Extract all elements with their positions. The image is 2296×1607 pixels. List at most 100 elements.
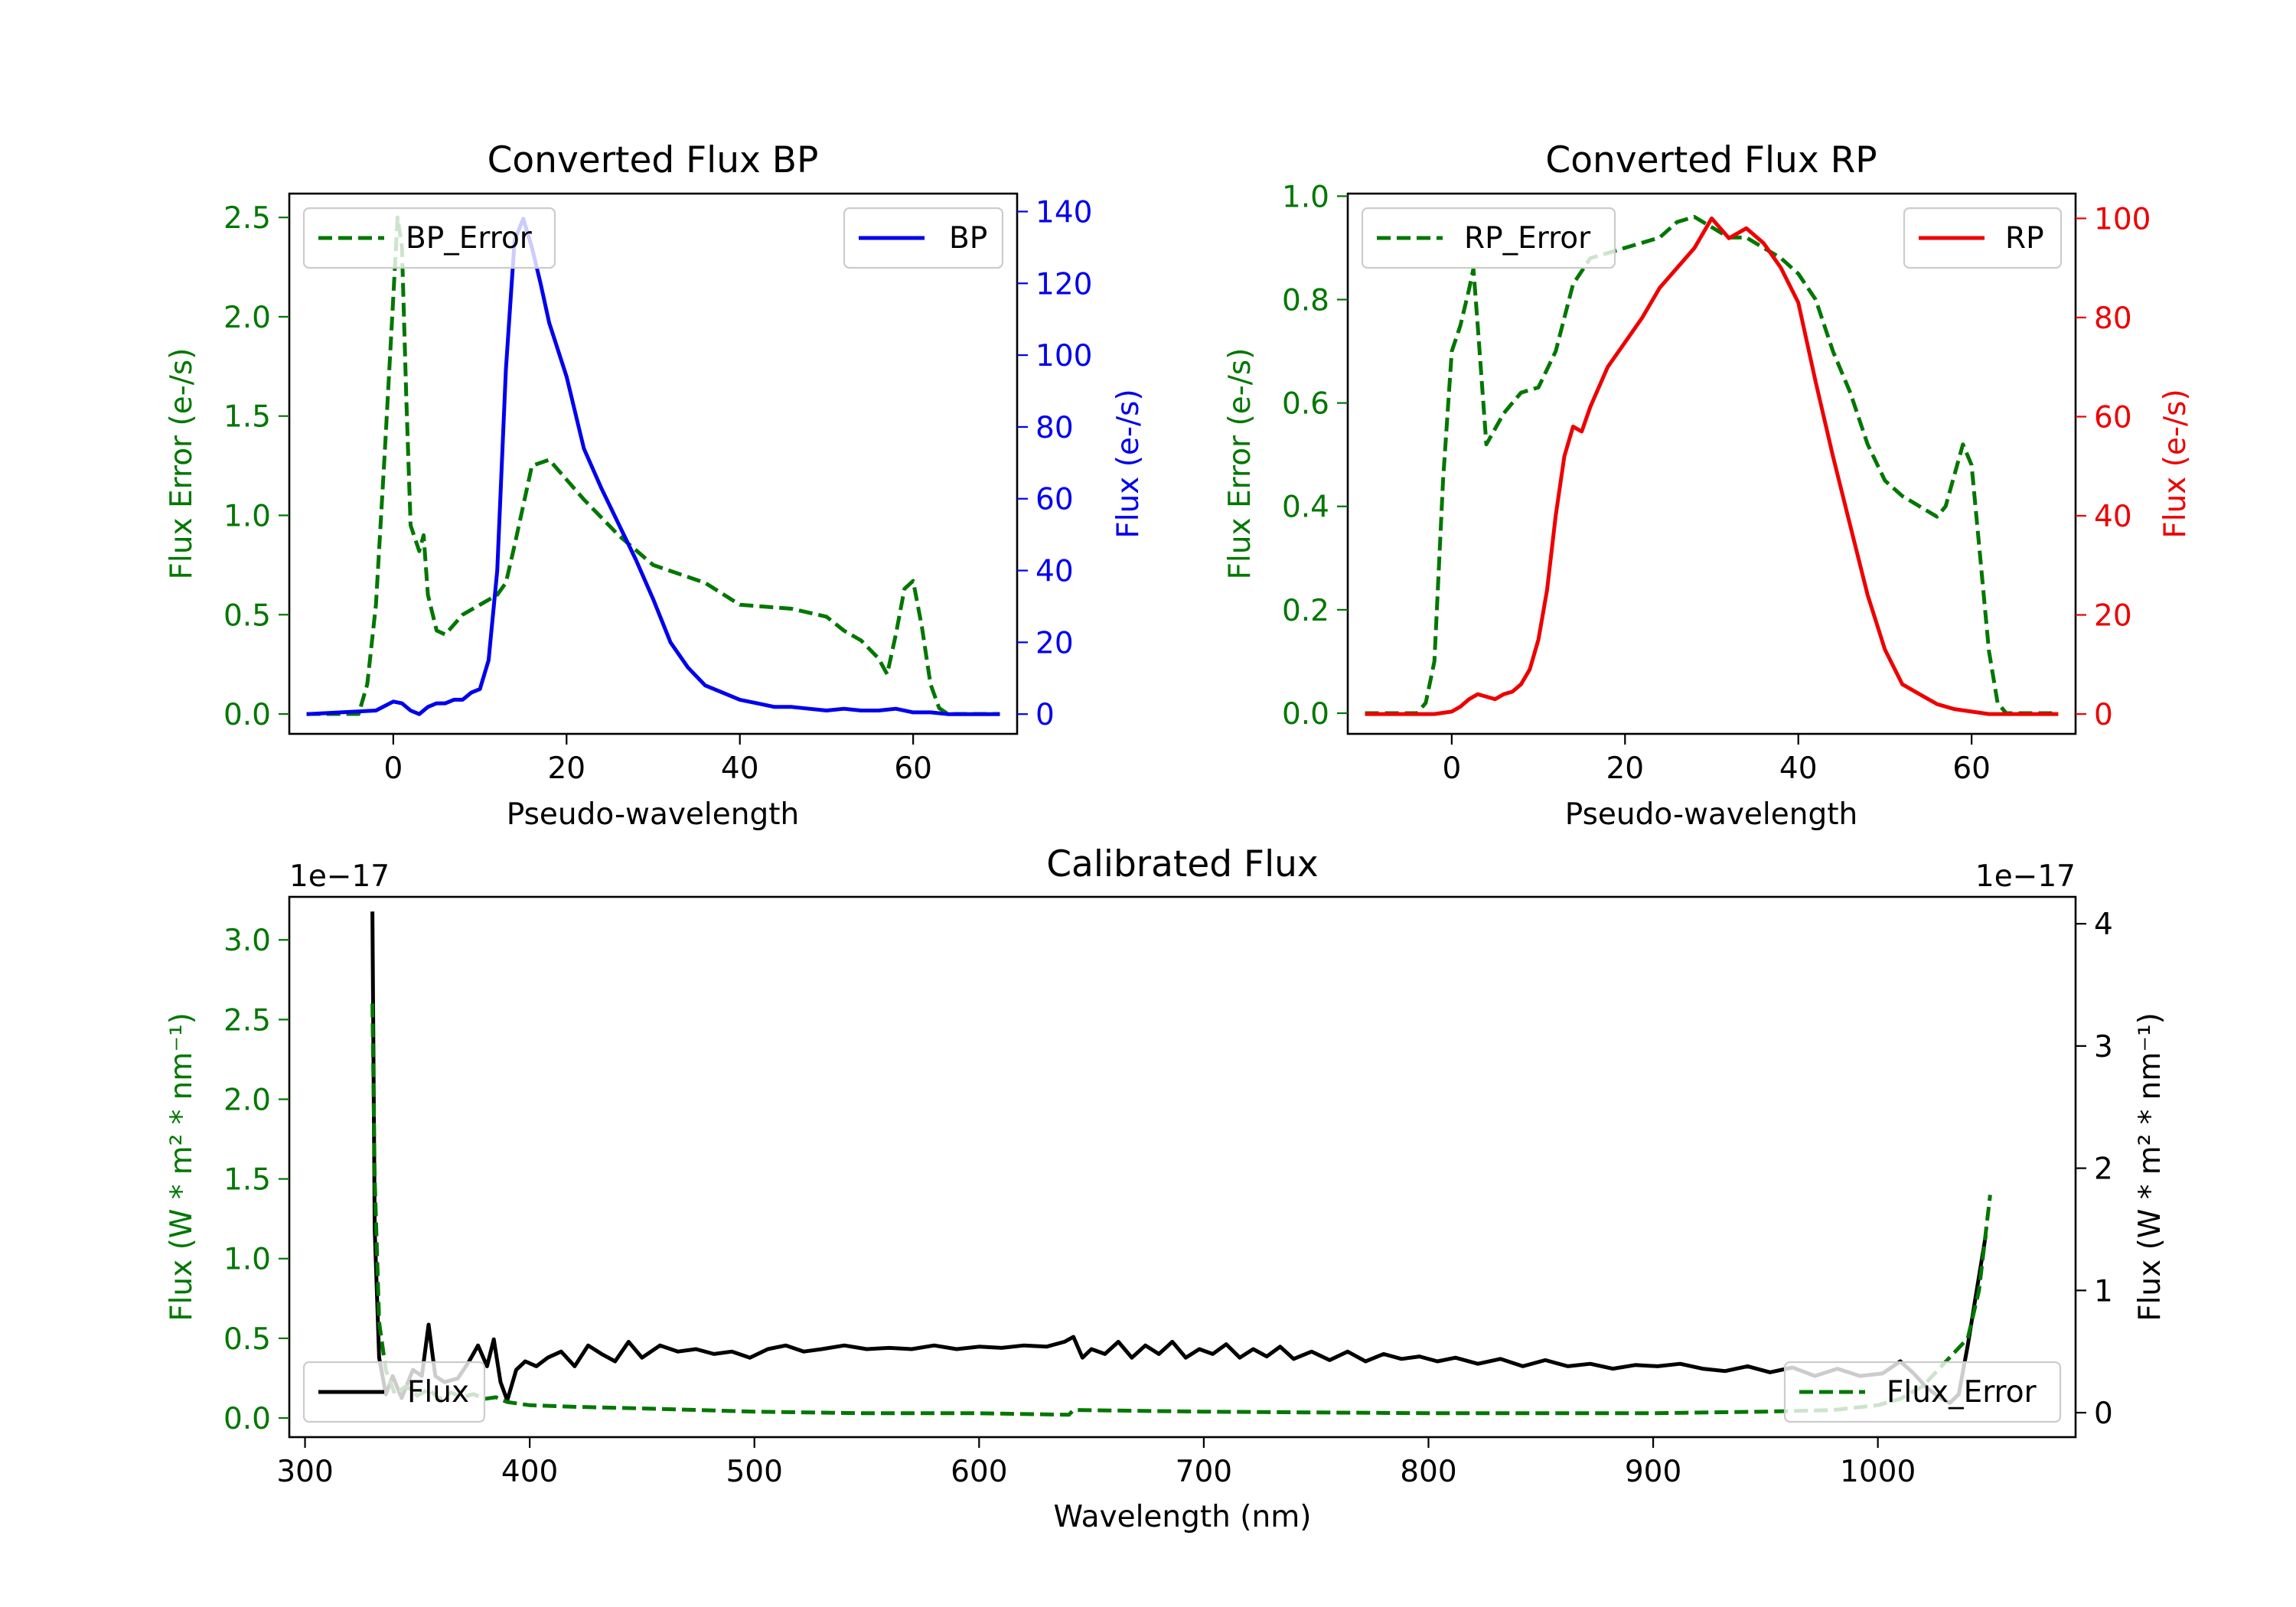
bp-x-tick-label: 20 bbox=[547, 751, 585, 786]
rp-y-axis-label-right: Flux (e-/s) bbox=[2158, 389, 2193, 538]
bp-y-left-tick-label: 0.0 bbox=[223, 698, 271, 732]
bp-legend-label: BP bbox=[949, 221, 987, 256]
cal-y-right-tick-label: 3 bbox=[2094, 1030, 2113, 1064]
cal-error-legend-label: Flux_Error bbox=[1887, 1375, 2037, 1410]
cal-x-tick-label: 800 bbox=[1400, 1455, 1456, 1489]
rp-y-left-tick-label: 0.6 bbox=[1282, 387, 1329, 422]
bp-y-right-tick-label: 20 bbox=[1035, 626, 1074, 660]
bp-x-ticks: 0 20 40 60 bbox=[383, 734, 932, 786]
cal-y-left-tick-label: 1.0 bbox=[223, 1243, 271, 1277]
rp-error-legend: RP_Error bbox=[1361, 207, 1616, 269]
cal-y-left-tick-label: 2.5 bbox=[223, 1003, 271, 1038]
rp-x-tick-label: 40 bbox=[1779, 751, 1818, 786]
rp-y-ticks-left: 0.0 0.2 0.4 0.6 0.8 1.0 bbox=[1282, 180, 1348, 732]
bp-y-right-tick-label: 100 bbox=[1035, 339, 1092, 373]
bp-axes-frame bbox=[288, 192, 1019, 735]
cal-y-right-tick-label: 0 bbox=[2094, 1397, 2113, 1431]
cal-x-tick-label: 700 bbox=[1176, 1455, 1232, 1489]
panel-bp: Converted Flux BP 0 20 40 60 0.0 0.5 1.0 1.5 2.… bbox=[165, 139, 1146, 832]
rp-x-ticks: 0 20 40 60 bbox=[1442, 734, 1991, 786]
bp-x-tick-label: 60 bbox=[894, 751, 932, 786]
bp-y-left-tick-label: 2.0 bbox=[223, 301, 271, 335]
bp-y-ticks-left: 0.0 0.5 1.0 1.5 2.0 2.5 bbox=[223, 201, 289, 732]
rp-y-right-tick-label: 40 bbox=[2094, 500, 2132, 534]
rp-y-right-tick-label: 60 bbox=[2094, 400, 2132, 435]
cal-x-ticks: 300 400 500 600 700 800 900 1000 bbox=[276, 1437, 1916, 1489]
cal-y-ticks-right: 0 1 2 3 4 bbox=[2076, 908, 2113, 1431]
rp-y-right-tick-label: 80 bbox=[2094, 302, 2132, 336]
bp-error-legend-box bbox=[302, 207, 556, 269]
bp-x-tick-label: 40 bbox=[721, 751, 759, 786]
rp-title: Converted Flux RP bbox=[1545, 139, 1877, 181]
cal-plot-area bbox=[370, 911, 1992, 1417]
rp-y-right-tick-label: 100 bbox=[2094, 202, 2151, 236]
cal-error-legend: Flux_Error bbox=[1783, 1361, 2062, 1423]
cal-series-flux-line bbox=[370, 911, 1988, 1405]
panel-rp: Converted Flux RP 0 20 40 60 0.00.20.40.60.… bbox=[1223, 139, 2193, 832]
rp-y-left-tick-label: 1.0 bbox=[1282, 180, 1329, 214]
rp-error-legend-box bbox=[1361, 207, 1616, 269]
rp-legend: RP bbox=[1903, 207, 2063, 269]
cal-error-legend-box bbox=[1783, 1361, 2062, 1423]
cal-x-tick-label: 500 bbox=[726, 1455, 782, 1489]
cal-y-left-tick-label: 0.5 bbox=[223, 1322, 271, 1357]
bp-x-tick-label: 0 bbox=[383, 751, 403, 786]
bp-legend: BP bbox=[843, 207, 1004, 269]
rp-y-left-tick-label: 0.0 bbox=[1282, 697, 1329, 732]
rp-y-axis-label-left: Flux Error (e-/s) bbox=[1223, 348, 1257, 580]
bp-y-right-tick-label: 0 bbox=[1035, 698, 1055, 732]
cal-flux-legend: Flux bbox=[302, 1361, 486, 1423]
rp-series-rp-line bbox=[1365, 216, 2059, 716]
cal-y-axis-label-left: Flux (W * m² * nm⁻¹) bbox=[165, 1012, 199, 1322]
rp-y-left-tick-label: 0.8 bbox=[1282, 283, 1329, 318]
cal-y-left-tick-label: 1.5 bbox=[223, 1163, 271, 1198]
cal-title: Calibrated Flux bbox=[1046, 843, 1319, 885]
rp-y-right-tick-label: 0 bbox=[2094, 698, 2113, 732]
cal-x-tick-label: 300 bbox=[276, 1455, 333, 1489]
cal-y-right-tick-label: 4 bbox=[2094, 908, 2113, 942]
bp-x-axis-label: Pseudo-wavelength bbox=[507, 797, 799, 832]
cal-y-axis-label-right: Flux (W * m² * nm⁻¹) bbox=[2133, 1012, 2167, 1322]
bp-y-left-tick-label: 1.5 bbox=[223, 400, 271, 435]
bp-y-axis-label-left: Flux Error (e-/s) bbox=[165, 348, 199, 580]
rp-y-left-tick-label: 0.2 bbox=[1282, 594, 1329, 628]
cal-axes-frame bbox=[288, 895, 2077, 1439]
rp-plot-area bbox=[1365, 214, 2059, 716]
rp-y-left-tick-label: 0.4 bbox=[1282, 491, 1329, 525]
cal-x-tick-label: 900 bbox=[1625, 1455, 1681, 1489]
bp-series-bp-line bbox=[306, 217, 1000, 716]
cal-y-left-tick-label: 0.0 bbox=[223, 1402, 271, 1436]
bp-y-right-tick-label: 120 bbox=[1035, 267, 1092, 302]
rp-x-tick-label: 20 bbox=[1606, 751, 1644, 786]
bp-y-right-tick-label: 60 bbox=[1035, 483, 1074, 517]
cal-y-right-tick-label: 1 bbox=[2094, 1274, 2113, 1309]
rp-y-ticks-right: 0 20 40 60 80 100 bbox=[2076, 202, 2151, 732]
cal-y-ticks-left: 0.0 0.5 1.0 1.5 2.0 2.5 3.0 bbox=[223, 924, 289, 1436]
cal-x-tick-label: 600 bbox=[951, 1455, 1007, 1489]
bp-y-right-tick-label: 140 bbox=[1035, 195, 1092, 230]
rp-error-legend-label: RP_Error bbox=[1464, 221, 1591, 256]
bp-plot-area bbox=[306, 215, 1000, 716]
bp-error-legend: BP_Error bbox=[302, 207, 556, 269]
cal-offset-left: 1e−17 bbox=[289, 859, 390, 894]
cal-y-right-tick-label: 2 bbox=[2094, 1152, 2113, 1187]
cal-y-left-tick-label: 2.0 bbox=[223, 1083, 271, 1117]
cal-y-left-tick-label: 3.0 bbox=[223, 924, 271, 958]
bp-y-left-tick-label: 0.5 bbox=[223, 598, 271, 633]
rp-series-rp-error-line bbox=[1365, 214, 2059, 715]
rp-x-axis-label: Pseudo-wavelength bbox=[1565, 797, 1857, 832]
bp-title: Converted Flux BP bbox=[488, 139, 819, 181]
panel-calibrated: Calibrated Flux 1e−17 1e−17 300 400 500 600… bbox=[165, 843, 2167, 1534]
bp-y-left-tick-label: 1.0 bbox=[223, 499, 271, 533]
cal-x-tick-label: 1000 bbox=[1840, 1455, 1916, 1489]
rp-y-right-tick-label: 20 bbox=[2094, 599, 2132, 634]
bp-y-right-tick-label: 40 bbox=[1035, 555, 1074, 589]
rp-axes-frame bbox=[1346, 192, 2077, 735]
bp-y-left-tick-label: 2.5 bbox=[223, 201, 271, 236]
bp-y-ticks-right: 0 20 40 60 80 100 120 140 bbox=[1017, 195, 1092, 732]
rp-x-tick-label: 60 bbox=[1952, 751, 1991, 786]
bp-y-right-tick-label: 80 bbox=[1035, 411, 1074, 445]
cal-flux-legend-label: Flux bbox=[407, 1375, 469, 1410]
cal-offset-right: 1e−17 bbox=[1975, 859, 2076, 894]
